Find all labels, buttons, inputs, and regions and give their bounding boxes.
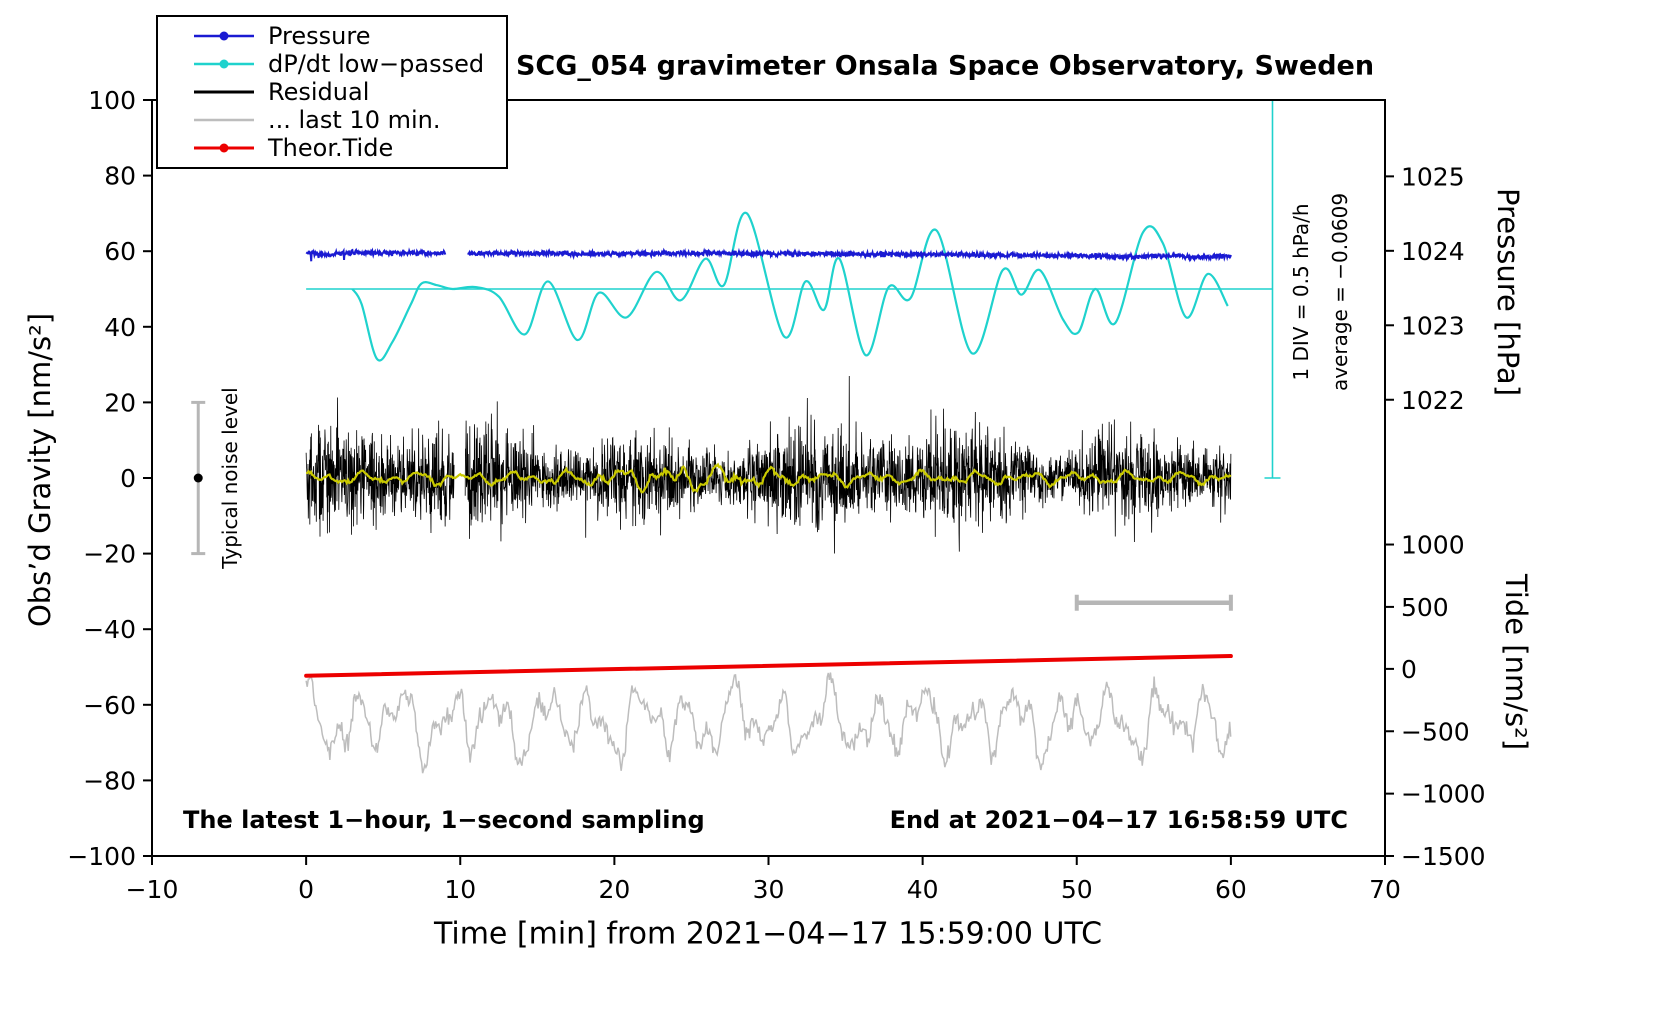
- tide-tick-label: 0: [1401, 655, 1417, 684]
- x-tick-label: 20: [598, 875, 630, 904]
- legend-item-residual: Residual: [192, 78, 506, 106]
- div-scale-note: 1 DIV = 0.5 hPa/h: [1289, 203, 1313, 381]
- legend-item-dpdt: dP/dt low−passed: [192, 50, 506, 78]
- legend-label-dpdt: dP/dt low−passed: [268, 50, 485, 78]
- tide-tick-label: −1500: [1401, 842, 1486, 871]
- x-tick-label: 70: [1369, 875, 1401, 904]
- y-tick-label: −20: [83, 540, 136, 569]
- y-tick-label: −60: [83, 691, 136, 720]
- pressure-tick-label: 1023: [1401, 311, 1465, 340]
- y-tick-label: 0: [120, 464, 136, 493]
- x-tick-label: 10: [444, 875, 476, 904]
- series-dpdt-lowpassed: [351, 212, 1229, 362]
- end-time-text: End at 2021−04−17 16:58:59 UTC: [889, 806, 1348, 834]
- tide-line-sample-icon: [194, 143, 254, 153]
- tide-tick-label: −500: [1401, 717, 1470, 746]
- legend-item-pressure: Pressure: [192, 22, 506, 50]
- series-layer: [191, 100, 1281, 774]
- series-pressure: [305, 247, 1232, 263]
- y-tick-label: 20: [104, 388, 136, 417]
- legend-label-last10: ... last 10 min.: [268, 106, 441, 134]
- sampling-info-text: The latest 1−hour, 1−second sampling: [183, 806, 705, 834]
- x-axis-label: Time [min] from 2021−04−17 15:59:00 UTC: [433, 916, 1103, 952]
- legend-item-tide: Theor.Tide: [192, 134, 506, 162]
- noise-level-dot: [193, 473, 203, 483]
- x-tick-label: −10: [126, 875, 179, 904]
- y-tick-label: 100: [88, 86, 136, 115]
- y-tick-label: −80: [83, 766, 136, 795]
- typical-noise-level-label: Typical noise level: [218, 387, 242, 569]
- tide-tick-label: −1000: [1401, 780, 1486, 809]
- series-residual: [305, 375, 1232, 554]
- series-last-10-min: [305, 672, 1232, 774]
- x-tick-label: 40: [907, 875, 939, 904]
- tide-tick-label: 1000: [1401, 531, 1465, 560]
- y-tick-label: −100: [67, 842, 136, 871]
- legend-label-tide: Theor.Tide: [268, 134, 394, 162]
- chart-title: SCG_054 gravimeter Onsala Space Observat…: [515, 50, 1375, 82]
- series-theor-tide: [304, 654, 1233, 678]
- pressure-tick-label: 1025: [1401, 162, 1465, 191]
- average-note: average = −0.0609: [1328, 192, 1352, 392]
- y-tick-label: 60: [104, 237, 136, 266]
- pressure-tick-label: 1024: [1401, 237, 1465, 266]
- y-tick-label: −40: [83, 615, 136, 644]
- series-residual-smoothed: [306, 462, 1232, 494]
- tide-tick-label: 500: [1401, 593, 1449, 622]
- pressure-tick-label: 1022: [1401, 386, 1465, 415]
- legend-item-last10: ... last 10 min.: [192, 106, 506, 134]
- x-tick-label: 30: [753, 875, 785, 904]
- x-tick-label: 50: [1061, 875, 1093, 904]
- dpdt-line-sample-icon: [194, 59, 254, 69]
- y-tick-label: 40: [104, 313, 136, 342]
- legend-label-pressure: Pressure: [268, 22, 371, 50]
- last10-line-sample-icon: [194, 118, 254, 122]
- x-tick-label: 60: [1215, 875, 1247, 904]
- pressure-line-sample-icon: [194, 31, 254, 41]
- pressure-axis-label: Pressure [hPa]: [1491, 187, 1525, 397]
- y-axis-label-left: Obs’d Gravity [nm/s²]: [23, 312, 57, 628]
- x-tick-label: 0: [298, 875, 314, 904]
- legend-label-residual: Residual: [268, 78, 370, 106]
- residual-line-sample-icon: [194, 90, 254, 94]
- legend: Pressure dP/dt low−passed Residual ... l…: [156, 15, 508, 169]
- y-tick-label: 80: [104, 162, 136, 191]
- tide-axis-label: Tide [nm/s²]: [1499, 573, 1533, 751]
